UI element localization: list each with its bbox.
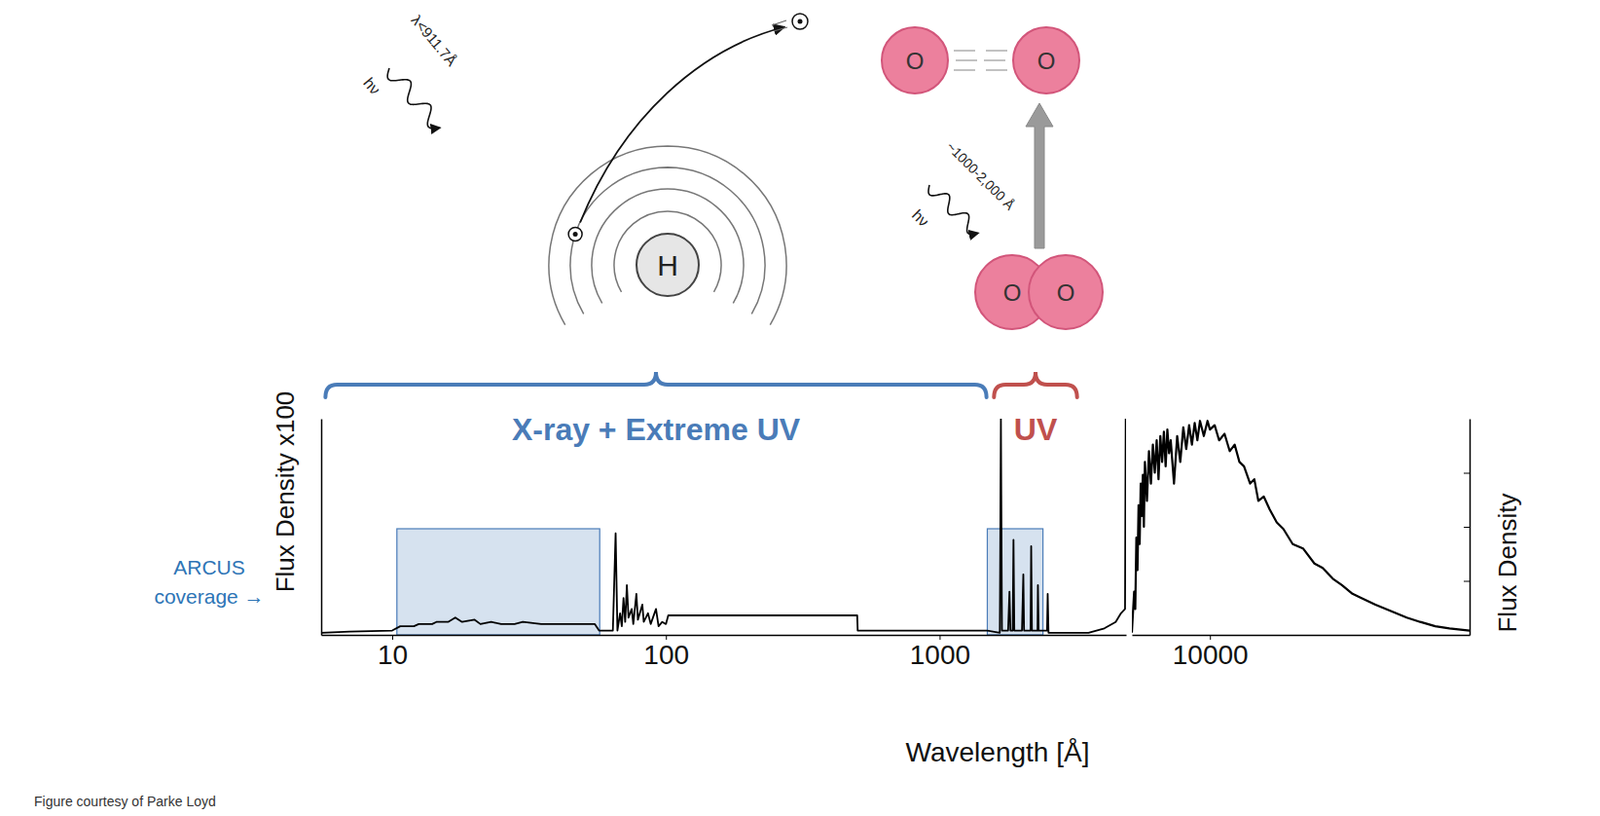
x-axis: 10 100 1000 [322,634,1128,670]
orbit [614,211,722,292]
atom-label: O [906,47,925,74]
annotation: X-ray + Extreme UV [511,411,801,447]
oxygen-atom [1028,254,1103,329]
spectrum-line [321,418,1127,633]
x-tick: 10000 [1172,634,1249,670]
x-axis-line [1132,634,1471,637]
coverage-label: ARCUS [173,555,246,579]
y-tick-mark [1463,526,1470,528]
photon-wave [928,184,979,235]
y-axis-title: Flux Density [1492,492,1523,632]
orbit [591,188,744,303]
photon-wave [387,68,439,129]
atom-label: O [1003,279,1022,306]
y-tick-mark [1463,472,1470,474]
oxygen-atom [1013,27,1080,94]
ejected-electron [792,13,808,30]
nucleus [636,233,699,296]
atom-label: O [1056,279,1076,306]
x-tick: 1000 [909,634,971,670]
x-axis-title: Wavelength [Å] [906,736,1091,767]
atom-label: O [1037,47,1056,74]
x-axis-line [322,634,1128,637]
electron [568,226,582,241]
plot-area [1131,420,1470,633]
motion-line [985,49,1008,51]
y-tick [1463,472,1470,474]
motion-line [773,27,788,32]
y-tick [1463,526,1470,528]
photon-label: hν [909,206,933,230]
orbit [548,145,787,326]
x-tick-label: 100 [643,639,690,670]
plot-area [321,418,1127,635]
wavelength-label: ~1000-2,000 Å [943,138,1019,214]
x-tick-label: 1000 [909,639,971,670]
y-axis-title: Flux Density x100 [270,391,300,593]
caption: Figure courtesy of Parke Loyd [34,793,217,809]
annotation: UV [1014,411,1058,447]
motion-line [953,69,976,71]
y-tick-mark [1463,581,1470,582]
wavelength-label: λ<911.7Å [408,11,461,70]
coverage-band [397,528,600,635]
figure: 10 100 1000 Flux Density x100 Wavelength [Å]… [0,0,1600,816]
coverage-band [986,528,1043,635]
electron-core [573,231,579,237]
photon-label: hν [360,74,384,99]
x-tick-label: 10 [377,639,408,670]
y-axis [1463,419,1471,636]
motion-line [771,20,787,26]
motion-line [955,59,978,61]
y-axis [321,419,323,636]
ejection-arrow [580,27,784,222]
x-axis: 10000 [1132,634,1471,670]
brace [993,371,1077,398]
brace [325,371,986,398]
motion-line [983,59,1006,61]
oxygen-atom [881,27,948,94]
dissociation-arrow [1025,103,1054,249]
x-tick-label: 10000 [1172,639,1249,670]
x-tick: 10 [377,634,408,670]
atom-label: H [656,249,679,282]
motion-line [953,49,976,51]
motion-line [985,69,1008,71]
ejected-electron-core [798,19,803,25]
x-tick: 100 [643,634,690,670]
y-axis-line [321,419,324,636]
spectrum-line [1131,420,1470,633]
orbit [570,167,765,314]
y-tick [1463,581,1470,582]
illustrations: Hhν λ<911.7Å O O O Ohν ~1000-2,000 Å [360,11,1103,329]
coverage-label: coverage → [153,584,264,608]
